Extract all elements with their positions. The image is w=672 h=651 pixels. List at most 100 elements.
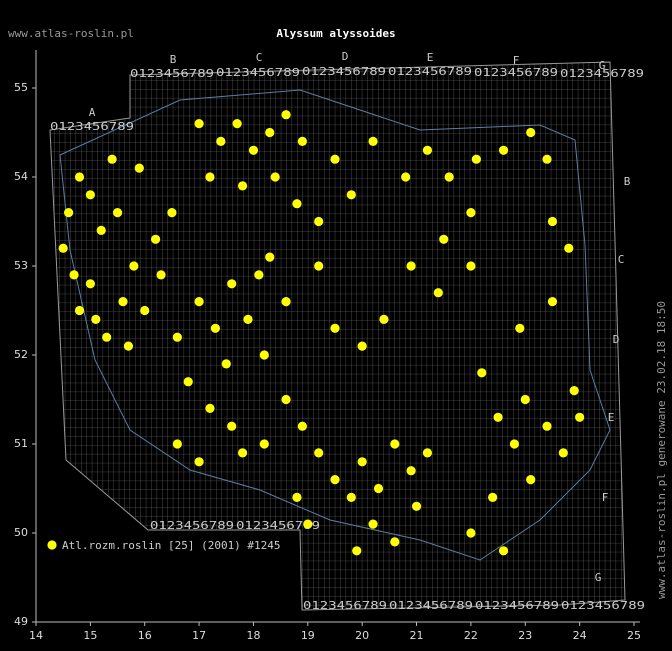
occurrence — [444, 172, 454, 182]
grid-letter: A — [89, 106, 96, 119]
grid-digits: 0123456789 — [50, 120, 134, 133]
x-tick-label: 20 — [355, 629, 369, 642]
occurrence — [129, 261, 139, 271]
occurrence — [520, 394, 530, 405]
occurrence — [297, 421, 307, 431]
occurrence — [85, 279, 95, 289]
occurrence — [102, 332, 112, 342]
occurrence — [292, 199, 302, 209]
occurrence — [390, 537, 400, 547]
occurrence — [292, 492, 302, 502]
title: Alyssum alyssoides — [276, 27, 395, 40]
grid-digits: 0123456789 — [388, 65, 472, 78]
occurrence — [564, 243, 574, 253]
occurrence — [509, 439, 519, 449]
occurrence — [515, 323, 525, 333]
occurrence — [167, 208, 177, 218]
grid-letter: D — [342, 50, 349, 63]
occurrence — [151, 234, 161, 244]
occurrence — [58, 243, 68, 253]
occurrence — [297, 136, 307, 146]
grid-letter: E — [608, 411, 615, 424]
occurrence — [390, 439, 400, 449]
grid-letter: C — [256, 51, 263, 64]
occurrence — [96, 225, 106, 235]
occurrence — [91, 314, 101, 324]
x-tick-label: 23 — [518, 629, 532, 642]
occurrence — [248, 145, 259, 155]
grid-digits: 0123456789 — [236, 519, 320, 532]
occurrence — [156, 270, 166, 280]
occurrence — [112, 208, 123, 218]
occurrence — [547, 297, 558, 307]
occurrence — [69, 270, 79, 280]
occurrence — [314, 448, 324, 458]
occurrence — [330, 475, 340, 485]
occurrence — [411, 501, 422, 511]
grid-letter: G — [599, 59, 606, 72]
occurrence — [498, 546, 509, 556]
occurrence — [477, 368, 487, 378]
occurrence — [227, 421, 237, 431]
occurrence — [85, 190, 95, 200]
occurrence — [558, 448, 568, 458]
x-tick-label: 14 — [29, 629, 43, 642]
occurrence — [74, 305, 85, 316]
occurrence — [259, 350, 269, 360]
x-tick-label: 19 — [301, 629, 315, 642]
grid-digits: 0123456789 — [475, 599, 559, 612]
occurrence — [422, 448, 433, 458]
occurrence — [346, 190, 356, 200]
x-tick-label: 17 — [192, 629, 206, 642]
occurrence — [471, 154, 481, 164]
occurrence — [368, 519, 378, 529]
grid-digits: 0123456789 — [561, 599, 645, 612]
site: www.atlas-roslin.pl — [8, 27, 134, 40]
occurrence — [488, 492, 498, 502]
occurrence — [205, 403, 215, 413]
grid-digits: 0123456789 — [560, 67, 644, 80]
occurrence — [406, 261, 416, 271]
occurrence — [216, 136, 226, 146]
occurrence — [379, 314, 389, 324]
grid-digits: 0123456789 — [389, 599, 473, 612]
occurrence — [357, 341, 367, 351]
x-tick-label: 21 — [410, 629, 424, 642]
stamp: www.atlas-roslin.pl generowane 23.02.18 … — [655, 301, 668, 599]
occurrence — [123, 341, 134, 351]
occurrence — [243, 314, 253, 324]
occurrence — [118, 297, 128, 307]
occurrence — [346, 492, 356, 502]
grid-digits: 0123456789 — [303, 599, 387, 612]
occurrence — [303, 519, 313, 529]
grid-digits: 0123456789 — [150, 519, 234, 532]
occurrence — [254, 270, 264, 280]
grid-digits: 0123456789 — [216, 66, 300, 79]
occurrence — [183, 377, 193, 387]
occurrence — [265, 127, 275, 138]
occurrence — [314, 216, 324, 227]
x-tick-label: 24 — [573, 629, 587, 642]
occurrence — [526, 127, 536, 138]
occurrence — [466, 208, 476, 218]
x-tick-label: 18 — [246, 629, 260, 642]
grid-letter: E — [427, 51, 434, 64]
occurrence — [569, 386, 579, 396]
occurrence — [194, 457, 204, 467]
grid-letter: C — [618, 253, 625, 266]
occurrence — [314, 261, 324, 271]
occurrence — [205, 172, 215, 182]
x-tick-label: 15 — [83, 629, 97, 642]
y-tick-label: 51 — [14, 437, 28, 450]
occurrence — [237, 181, 248, 191]
occurrence — [107, 154, 117, 164]
grid-letter: G — [595, 571, 602, 584]
grid-digits: 0123456789 — [474, 66, 558, 79]
occurrence — [281, 394, 291, 405]
occurrence — [406, 466, 416, 476]
occurrence — [140, 305, 150, 316]
occurrence — [330, 323, 340, 333]
occurrence — [74, 172, 85, 182]
